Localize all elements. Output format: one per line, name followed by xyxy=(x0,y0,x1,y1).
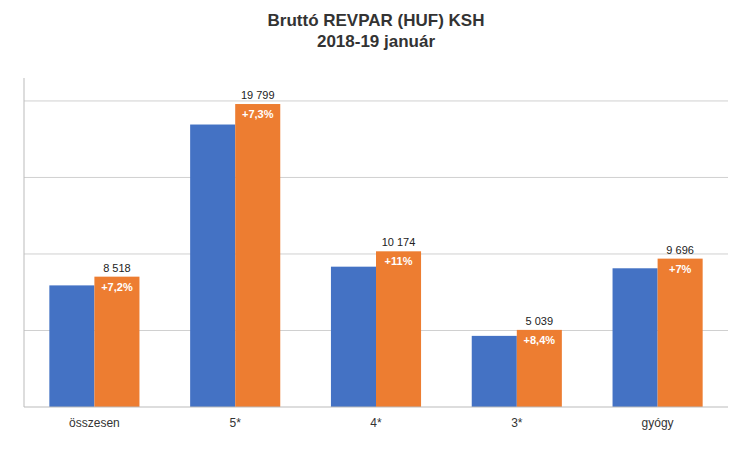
data-label: 10 174 xyxy=(382,236,416,248)
annotation: +7,3% xyxy=(242,108,274,120)
bars xyxy=(49,104,702,407)
bar xyxy=(613,268,658,407)
annotation: +7,2% xyxy=(101,281,133,293)
x-tick-label: gyógy xyxy=(642,416,674,430)
bar xyxy=(94,277,139,407)
chart: Bruttó REVPAR (HUF) KSH2018-19 január 8 5… xyxy=(0,0,752,451)
bar xyxy=(658,259,703,407)
bar xyxy=(517,330,562,407)
x-tick-label: összesen xyxy=(69,416,120,430)
chart-title: Bruttó REVPAR (HUF) KSH2018-19 január xyxy=(268,11,485,51)
x-tick-label: 5* xyxy=(230,416,242,430)
data-label: 5 039 xyxy=(526,315,554,327)
bar xyxy=(49,285,94,407)
data-label: 19 799 xyxy=(241,89,275,101)
x-tick-label: 3* xyxy=(511,416,523,430)
x-axis-line xyxy=(24,407,728,408)
x-tick-label: 4* xyxy=(370,416,382,430)
annotation: +8,4% xyxy=(524,334,556,346)
data-label: 9 696 xyxy=(666,244,694,256)
bar xyxy=(235,104,280,407)
annotation: +7% xyxy=(669,263,692,275)
grid-line xyxy=(24,177,728,178)
annotation: +11% xyxy=(385,255,413,267)
bar xyxy=(472,336,517,407)
y-axis-line xyxy=(24,78,25,407)
chart-container: Bruttó REVPAR (HUF) KSH2018-19 január 8 5… xyxy=(0,0,752,451)
labels: 8 518 +7,2% 19 799 +7,3% 10 174 +11% 5 039 +8,4… xyxy=(101,89,694,346)
grid-line xyxy=(24,100,728,101)
bar xyxy=(331,267,376,407)
bar xyxy=(190,125,235,407)
data-label: 8 518 xyxy=(103,262,131,274)
bar xyxy=(376,251,421,407)
